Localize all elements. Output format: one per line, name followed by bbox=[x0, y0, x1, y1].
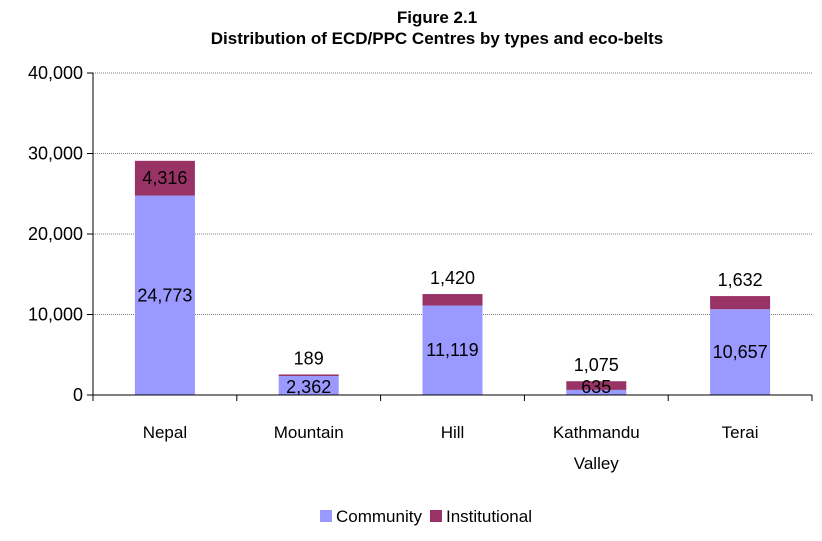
data-label: 24,773 bbox=[137, 285, 192, 305]
x-category-label-line2: Valley bbox=[574, 454, 620, 473]
bars bbox=[134, 160, 771, 395]
bar-community bbox=[134, 195, 195, 395]
x-category-label: Mountain bbox=[274, 423, 344, 442]
x-category-label: Terai bbox=[722, 423, 759, 442]
data-label: 1,420 bbox=[430, 268, 475, 288]
data-label: 189 bbox=[294, 348, 324, 368]
legend-label-institutional: Institutional bbox=[446, 507, 532, 526]
x-category-label: Kathmandu bbox=[553, 423, 640, 442]
y-tick-label: 20,000 bbox=[28, 224, 83, 244]
x-category-label: Hill bbox=[441, 423, 465, 442]
legend-swatch-institutional bbox=[429, 510, 442, 522]
legend: Community Institutional bbox=[320, 507, 532, 526]
bar-institutional bbox=[278, 374, 339, 376]
bar-institutional bbox=[422, 294, 483, 306]
data-label: 4,316 bbox=[142, 168, 187, 188]
bar-community bbox=[422, 305, 483, 395]
chart-title-line1: Figure 2.1 bbox=[397, 8, 477, 27]
y-tick-label: 10,000 bbox=[28, 305, 83, 325]
bar-community bbox=[278, 375, 339, 395]
data-label: 2,362 bbox=[286, 377, 331, 397]
data-label: 635 bbox=[581, 377, 611, 397]
data-label: 11,119 bbox=[426, 340, 478, 360]
legend-swatch-community bbox=[320, 510, 332, 522]
bar-institutional bbox=[566, 381, 627, 390]
x-category-label: Nepal bbox=[143, 423, 187, 442]
bar-community bbox=[710, 309, 771, 395]
y-tick-label: 40,000 bbox=[28, 63, 83, 83]
bar-institutional bbox=[134, 160, 195, 196]
axes: 0 10,000 20,000 30,000 40,000 Nepal Mountain Hi… bbox=[28, 63, 813, 473]
bar-community bbox=[566, 389, 627, 395]
data-label: 1,632 bbox=[718, 270, 763, 290]
data-label: 10,657 bbox=[713, 342, 768, 362]
y-tick-label: 0 bbox=[73, 385, 83, 405]
legend-label-community: Community bbox=[336, 507, 422, 526]
y-tick-label: 30,000 bbox=[28, 144, 83, 164]
bar-institutional bbox=[710, 296, 771, 310]
data-label: 1,075 bbox=[574, 355, 619, 375]
chart-title-line2: Distribution of ECD/PPC Centres by types… bbox=[211, 29, 663, 48]
